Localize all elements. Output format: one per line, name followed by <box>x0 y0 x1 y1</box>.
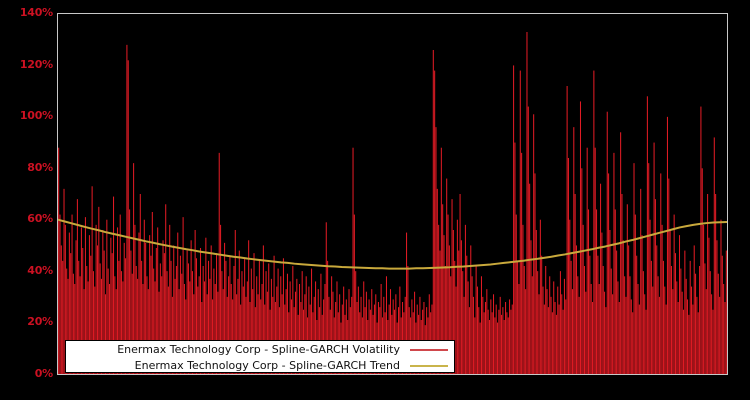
chart-legend: Enermax Technology Corp - Spline-GARCH V… <box>65 340 455 373</box>
legend-label-volatility: Enermax Technology Corp - Spline-GARCH V… <box>117 342 400 356</box>
y-tick-80: 80% <box>27 160 53 174</box>
trend-line <box>57 218 728 270</box>
y-tick-0: 0% <box>34 367 53 380</box>
volatility-series <box>58 32 727 375</box>
legend-label-trend: Enermax Technology Corp - Spline-GARCH T… <box>134 358 400 372</box>
y-tick-140: 140% <box>19 6 53 19</box>
y-axis-tick-labels: 140% 120% 100% 80% 60% 40% 20% 0% <box>0 0 53 400</box>
legend-item-trend: Enermax Technology Corp - Spline-GARCH T… <box>66 358 454 373</box>
legend-swatch-volatility <box>410 348 448 351</box>
y-tick-100: 100% <box>19 109 53 123</box>
y-tick-20: 20% <box>27 315 53 329</box>
y-tick-40: 40% <box>27 263 53 277</box>
plot-frame <box>57 13 728 375</box>
y-tick-120: 120% <box>19 57 53 71</box>
legend-swatch-trend <box>410 364 448 367</box>
y-tick-60: 60% <box>27 212 53 226</box>
legend-item-volatility: Enermax Technology Corp - Spline-GARCH V… <box>66 342 454 357</box>
